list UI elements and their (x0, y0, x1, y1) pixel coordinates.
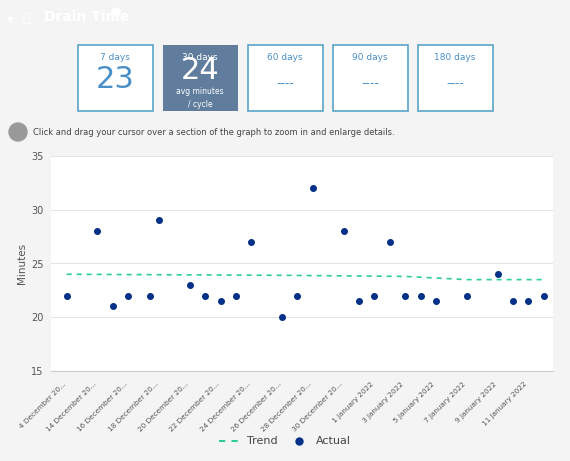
Point (524, 297, 533, 305)
Text: 60 days: 60 days (267, 53, 303, 62)
Text: avg minutes
/ cycle: avg minutes / cycle (176, 87, 224, 109)
FancyBboxPatch shape (417, 45, 492, 111)
FancyBboxPatch shape (162, 45, 238, 111)
Point (462, 292, 471, 300)
Circle shape (112, 8, 120, 16)
Point (201, 292, 210, 300)
Point (431, 297, 441, 305)
Point (293, 292, 302, 300)
Point (247, 238, 256, 246)
Point (539, 292, 548, 300)
Point (108, 303, 117, 310)
Point (145, 292, 154, 300)
Text: ----: ---- (276, 77, 294, 90)
Point (339, 228, 348, 235)
Y-axis label: Minutes: Minutes (17, 243, 27, 284)
Text: Click and drag your cursor over a section of the graph to zoom in and enlarge de: Click and drag your cursor over a sectio… (33, 128, 394, 136)
Text: 30 days: 30 days (182, 53, 218, 62)
Text: i: i (16, 127, 20, 137)
Text: ▾: ▾ (6, 12, 14, 26)
Point (231, 292, 241, 300)
Text: 24: 24 (181, 56, 219, 84)
Text: 90 days: 90 days (352, 53, 388, 62)
Point (370, 292, 379, 300)
Point (62, 292, 71, 300)
Point (493, 271, 502, 278)
Point (401, 292, 410, 300)
Text: i: i (115, 10, 117, 14)
Point (93, 228, 102, 235)
Point (385, 238, 394, 246)
Text: ----: ---- (446, 77, 464, 90)
FancyBboxPatch shape (332, 45, 408, 111)
Text: 23: 23 (96, 65, 135, 94)
Point (508, 297, 518, 305)
Text: Drain Time: Drain Time (44, 10, 129, 24)
Point (278, 313, 287, 321)
Point (355, 297, 364, 305)
Point (416, 292, 425, 300)
Point (185, 281, 194, 289)
FancyBboxPatch shape (247, 45, 323, 111)
FancyBboxPatch shape (78, 45, 153, 111)
Point (216, 297, 225, 305)
Text: 180 days: 180 days (434, 53, 476, 62)
Circle shape (9, 123, 27, 141)
Point (308, 184, 317, 192)
Point (124, 292, 133, 300)
Text: ----: ---- (361, 77, 379, 90)
Point (154, 217, 164, 224)
Text: 7 days: 7 days (100, 53, 130, 62)
Legend: Trend, Actual: Trend, Actual (214, 432, 356, 451)
Text: 💧: 💧 (22, 12, 30, 25)
